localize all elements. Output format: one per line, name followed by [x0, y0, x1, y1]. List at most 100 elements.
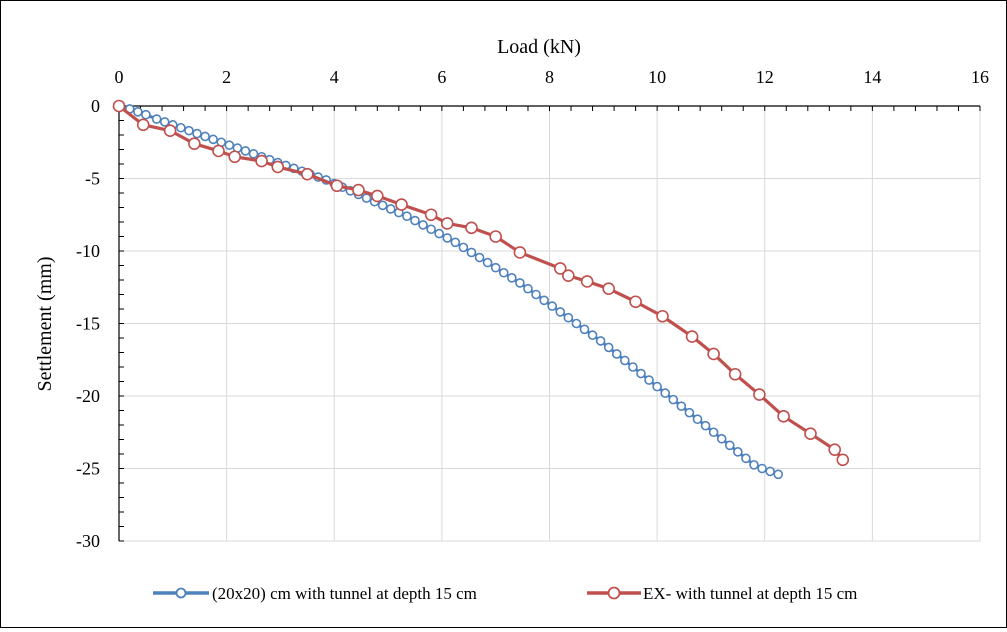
- x-tick-label: 2: [222, 67, 231, 87]
- data-point: [636, 368, 646, 379]
- data-point: [707, 347, 720, 361]
- data-point: [628, 362, 638, 372]
- data-point: [513, 246, 527, 259]
- data-point: [580, 275, 594, 288]
- data-point: [547, 301, 557, 311]
- data-point: [539, 295, 549, 306]
- data-point: [708, 427, 719, 438]
- data-point: [465, 221, 478, 235]
- data-point: [212, 144, 225, 158]
- data-point: [602, 282, 615, 296]
- x-tick-label: 6: [437, 67, 446, 87]
- data-point: [255, 154, 268, 168]
- axes: [118, 105, 981, 542]
- data-point: [515, 278, 525, 288]
- data-point: [141, 109, 151, 120]
- data-point: [228, 150, 241, 164]
- data-point: [395, 198, 408, 211]
- x-tick-label: 0: [115, 67, 124, 87]
- data-point: [426, 224, 436, 235]
- legend: (20x20) cm with tunnel at depth 15 cm EX…: [153, 584, 857, 603]
- data-point: [474, 252, 485, 263]
- data-point: [563, 312, 574, 323]
- x-tick-label: 8: [545, 67, 554, 87]
- tick-labels: 0 2 4 6 8 10 12 14 16 0 -5 -10 -15 -20 -25 -30: [76, 67, 989, 551]
- data-point: [611, 349, 622, 359]
- series-1: [114, 101, 784, 480]
- data-point: [466, 247, 477, 258]
- data-point: [629, 295, 642, 309]
- data-point: [700, 420, 711, 431]
- data-point: [652, 381, 662, 392]
- data-point: [587, 330, 598, 340]
- x-tick-label: 10: [648, 67, 666, 87]
- y-tick-label: -10: [76, 241, 100, 261]
- data-point: [489, 230, 502, 243]
- data-point: [136, 118, 150, 132]
- data-point: [724, 440, 735, 451]
- legend-label-series-2: EX- with tunnel at depth 15 cm: [643, 584, 857, 603]
- data-point: [753, 388, 766, 401]
- data-point: [692, 414, 703, 425]
- data-point: [442, 233, 453, 243]
- data-point: [555, 307, 566, 317]
- data-point: [370, 189, 384, 203]
- data-point: [765, 466, 775, 477]
- data-point: [402, 211, 412, 221]
- gridlines: [119, 106, 981, 542]
- y-tick-label: 0: [91, 96, 100, 116]
- data-point: [385, 204, 396, 214]
- legend-label-series-1: (20x20) cm with tunnel at depth 15 cm: [212, 584, 477, 603]
- data-point: [434, 228, 444, 239]
- data-point: [188, 137, 201, 150]
- data-point: [777, 409, 790, 423]
- data-point: [361, 193, 372, 203]
- legend-marker-series-2: [607, 586, 621, 600]
- data-point: [490, 262, 501, 273]
- y-tick-label: -25: [76, 459, 100, 479]
- x-tick-label: 14: [863, 67, 881, 87]
- data-point: [571, 318, 582, 329]
- data-point: [620, 355, 630, 366]
- plot-series: [112, 99, 850, 480]
- data-point: [248, 149, 259, 159]
- data-point: [773, 469, 784, 480]
- data-point: [458, 242, 469, 253]
- data-point: [151, 114, 162, 124]
- x-tick-label: 4: [330, 67, 339, 87]
- data-point: [668, 394, 679, 405]
- data-point: [192, 128, 202, 139]
- data-point: [531, 289, 541, 300]
- data-point: [749, 460, 759, 470]
- data-point: [330, 179, 344, 193]
- x-tick-label: 16: [971, 67, 989, 87]
- data-point: [301, 167, 314, 181]
- data-point: [410, 215, 420, 226]
- y-tick-label: -30: [76, 531, 100, 551]
- series-2: [112, 99, 850, 467]
- x-tick-label: 12: [756, 67, 774, 87]
- data-point: [603, 342, 614, 353]
- data-point: [644, 375, 654, 385]
- data-point: [482, 257, 493, 268]
- data-point: [741, 453, 751, 464]
- legend-item-series-1: (20x20) cm with tunnel at depth 15 cm: [153, 584, 477, 603]
- data-point: [523, 283, 533, 294]
- data-point: [377, 200, 388, 211]
- data-point: [498, 267, 509, 278]
- data-point: [159, 117, 170, 127]
- y-tick-label: -5: [85, 169, 100, 189]
- data-point: [595, 336, 606, 346]
- data-point: [240, 146, 251, 156]
- data-point: [450, 237, 461, 248]
- data-point: [804, 427, 817, 441]
- data-point: [660, 388, 671, 398]
- data-point: [656, 309, 669, 323]
- series-line: [118, 104, 845, 461]
- legend-item-series-2: EX- with tunnel at depth 15 cm: [587, 584, 857, 603]
- y-tick-label: -20: [76, 386, 100, 406]
- data-point: [424, 208, 438, 222]
- data-point: [133, 107, 143, 117]
- data-point: [184, 125, 194, 136]
- data-point: [163, 124, 177, 137]
